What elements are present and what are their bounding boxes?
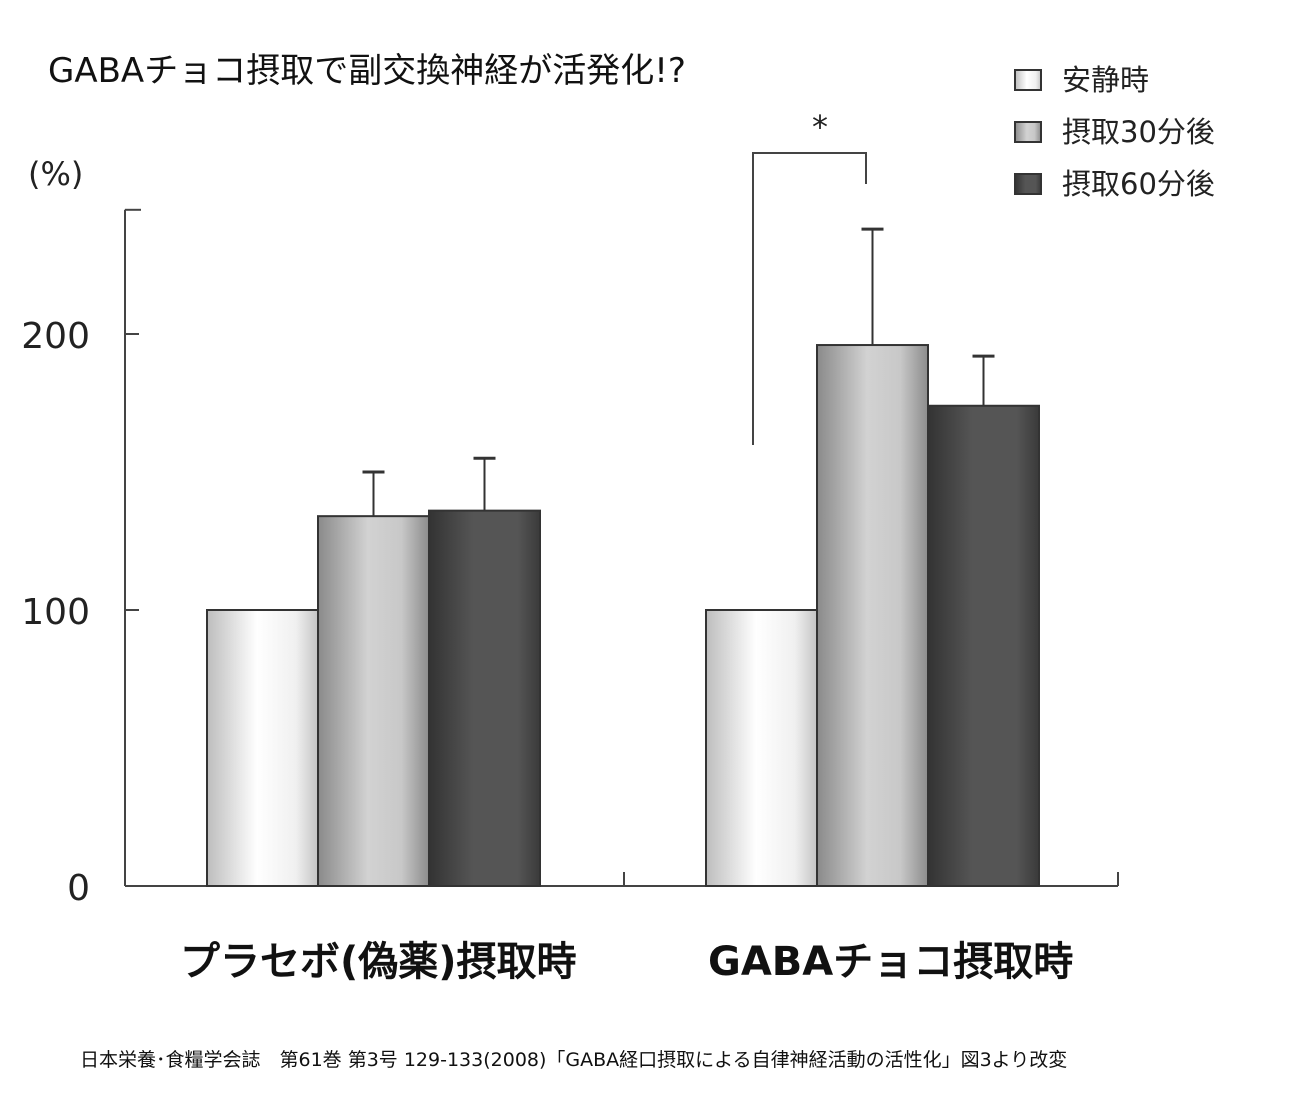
legend-swatch <box>1014 69 1042 91</box>
bar <box>705 609 818 887</box>
y-tick-label: 0 <box>67 868 90 909</box>
bar <box>206 609 319 887</box>
legend-label: 摂取30分後 <box>1062 115 1215 149</box>
x-tick-label-placebo: プラセボ(偽薬)摂取時 <box>180 939 577 985</box>
chart-title: GABAチョコ摂取で副交換神経が活発化!? <box>48 51 686 91</box>
significance-bracket <box>752 152 867 445</box>
bar <box>927 404 1040 887</box>
legend-label: 摂取60分後 <box>1062 167 1215 201</box>
y-tick-label: 200 <box>21 316 90 357</box>
y-tick-label: 100 <box>21 592 90 633</box>
legend-swatch <box>1014 121 1042 143</box>
x-tick-label-gaba: GABAチョコ摂取時 <box>708 939 1073 985</box>
bar <box>816 344 929 888</box>
source-citation: 日本栄養･食糧学会誌 第61巻 第3号 129-133(2008)「GABA経口… <box>80 1049 1067 1071</box>
legend-label: 安静時 <box>1062 63 1149 97</box>
legend-swatch <box>1014 173 1042 195</box>
significance-asterisk: * <box>812 108 828 146</box>
bar <box>317 515 430 887</box>
y-axis-label: (%) <box>28 155 83 193</box>
bar <box>428 509 541 887</box>
